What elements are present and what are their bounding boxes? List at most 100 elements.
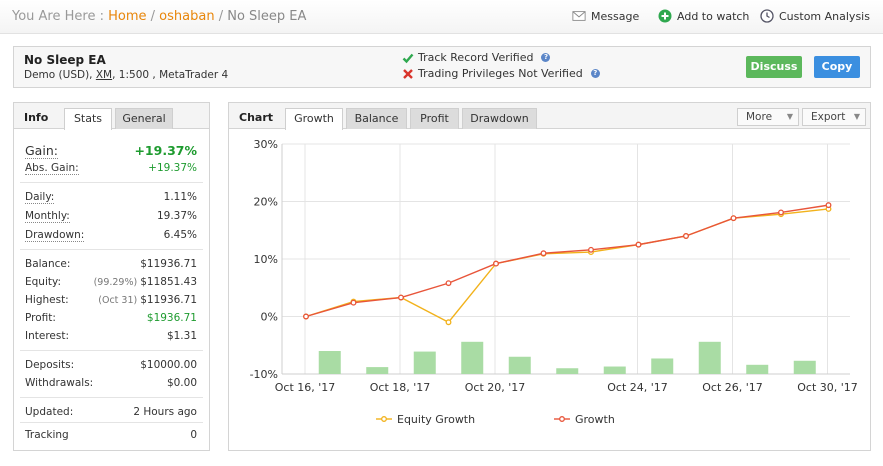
y-tick-label: 20% [254,196,278,209]
legend-label: Equity Growth [397,413,475,426]
daily-gain-bar [318,351,341,374]
y-tick-label: 0% [261,311,278,324]
daily-gain-bar [793,360,816,374]
daily-gain-bars [318,341,816,374]
check-icon [402,53,414,63]
legend-marker [381,416,387,422]
interest-label: Interest: [25,330,69,342]
highest-date: (Oct 31) [98,295,138,306]
custom-analysis-link[interactable]: Custom Analysis [760,9,870,23]
data-point [540,250,547,257]
copy-button[interactable]: Copy [814,56,860,78]
breadcrumb-separator: / [218,9,224,24]
balance-value: $11936.71 [140,258,197,270]
deposits-value: $10000.00 [140,359,197,371]
y-axis-labels: 30% 20% 10% 0% -10% [250,138,278,381]
breadcrumb: You Are Here : Home / oshaban / No Sleep… [12,9,306,24]
equity-label: Equity: [25,276,61,288]
divider [20,422,203,423]
y-tick-label: 10% [254,253,278,266]
track-record-status: Track Record Verified ? [402,51,551,64]
monthly-label: Monthly: [25,210,70,223]
highest-value: $11936.71 [140,294,197,306]
x-tick-label: Oct 30, '17 [797,381,858,394]
tab-general[interactable]: General [115,108,173,129]
x-tick-label: Oct 24, '17 [607,381,668,394]
message-link[interactable]: Message [572,9,639,23]
tab-profit[interactable]: Profit [410,108,459,129]
data-point [303,313,309,320]
info-panel-title: Info [24,111,49,124]
chevron-down-icon: ▼ [853,112,860,121]
daily-gain-bar [698,341,721,374]
more-dropdown[interactable]: More ▼ [737,108,799,126]
abs-gain-value: +19.37% [148,162,197,174]
daily-label: Daily: [25,191,55,204]
help-icon[interactable]: ? [590,69,600,78]
interest-value: $1.31 [166,330,197,342]
y-tick-label: -10% [250,368,278,381]
tab-drawdown[interactable]: Drawdown [462,108,537,129]
plus-circle-icon [658,9,672,23]
breadcrumb-current: No Sleep EA [227,9,307,24]
envelope-icon [572,11,586,21]
x-axis-labels: Oct 16, '17 Oct 18, '17 Oct 20, '17 Oct 24,… [275,381,858,394]
data-point [730,215,737,222]
chart-legend: Equity Growth Growth [376,413,615,426]
x-tick-label: Oct 18, '17 [370,381,431,394]
divider [20,350,203,351]
custom-analysis-label: Custom Analysis [779,9,870,23]
daily-gain-bar [366,367,389,374]
growth-chart: 30%20%10%0%-10% Oct 16, '17 Oct 18, '17 Oc… [250,138,858,426]
daily-gain-bar [508,356,531,374]
chart-grid [281,143,850,375]
data-point [493,260,499,267]
series-line [305,204,829,318]
data-point [825,202,832,209]
top-bar: You Are Here : Home / oshaban / No Sleep… [0,0,883,34]
tab-stats[interactable]: Stats [64,108,112,130]
divider [20,397,203,398]
y-tick-label: 30% [254,138,278,151]
x-tick-label: Oct 20, '17 [465,381,526,394]
equity-value: $11851.43 [140,276,197,288]
breadcrumb-user-link[interactable]: oshaban [159,9,215,24]
daily-gain-bar [556,368,579,374]
gain-value: +19.37% [134,143,197,158]
legend-label: Growth [575,413,615,426]
tab-growth[interactable]: Growth [285,108,343,130]
balance-label: Balance: [25,258,71,270]
data-point [778,209,784,216]
profit-value: $1936.71 [146,312,197,324]
tab-balance[interactable]: Balance [346,108,407,129]
breadcrumb-separator: / [150,9,156,24]
broker-link[interactable]: XM [95,69,113,81]
highest-label: Highest: [25,294,69,306]
abs-gain-label: Abs. Gain: [25,162,79,175]
breadcrumb-prefix: You Are Here : [12,9,104,24]
cross-icon [403,68,413,79]
account-details: Demo (USD), XM, 1:500 , MetaTrader 4 [24,69,228,81]
deposits-label: Deposits: [25,359,75,371]
updated-label: Updated: [25,406,74,418]
breadcrumb-home-link[interactable]: Home [108,9,147,24]
x-tick-label: Oct 16, '17 [275,381,336,394]
help-icon[interactable]: ? [541,53,551,62]
withdrawals-label: Withdrawals: [25,377,94,389]
daily-gain-bar [651,358,674,374]
series-lines [303,202,832,326]
data-point [445,280,452,287]
export-dropdown[interactable]: Export ▼ [802,108,866,126]
discuss-button[interactable]: Discuss [746,56,802,78]
daily-gain-bar [603,366,626,374]
data-point [588,246,594,253]
daily-gain-bar [746,364,769,374]
tracking-label: Tracking [25,429,69,441]
divider [20,249,203,250]
trading-privileges-label: Trading Privileges Not Verified [418,67,583,80]
info-panel-header: Info Stats General [14,103,209,130]
chart-panel: Chart Growth Balance Profit Drawdown Mor… [228,102,871,451]
add-to-watch-link[interactable]: Add to watch [658,9,749,23]
drawdown-label: Drawdown: [25,229,85,242]
track-record-label: Track Record Verified [418,51,534,64]
